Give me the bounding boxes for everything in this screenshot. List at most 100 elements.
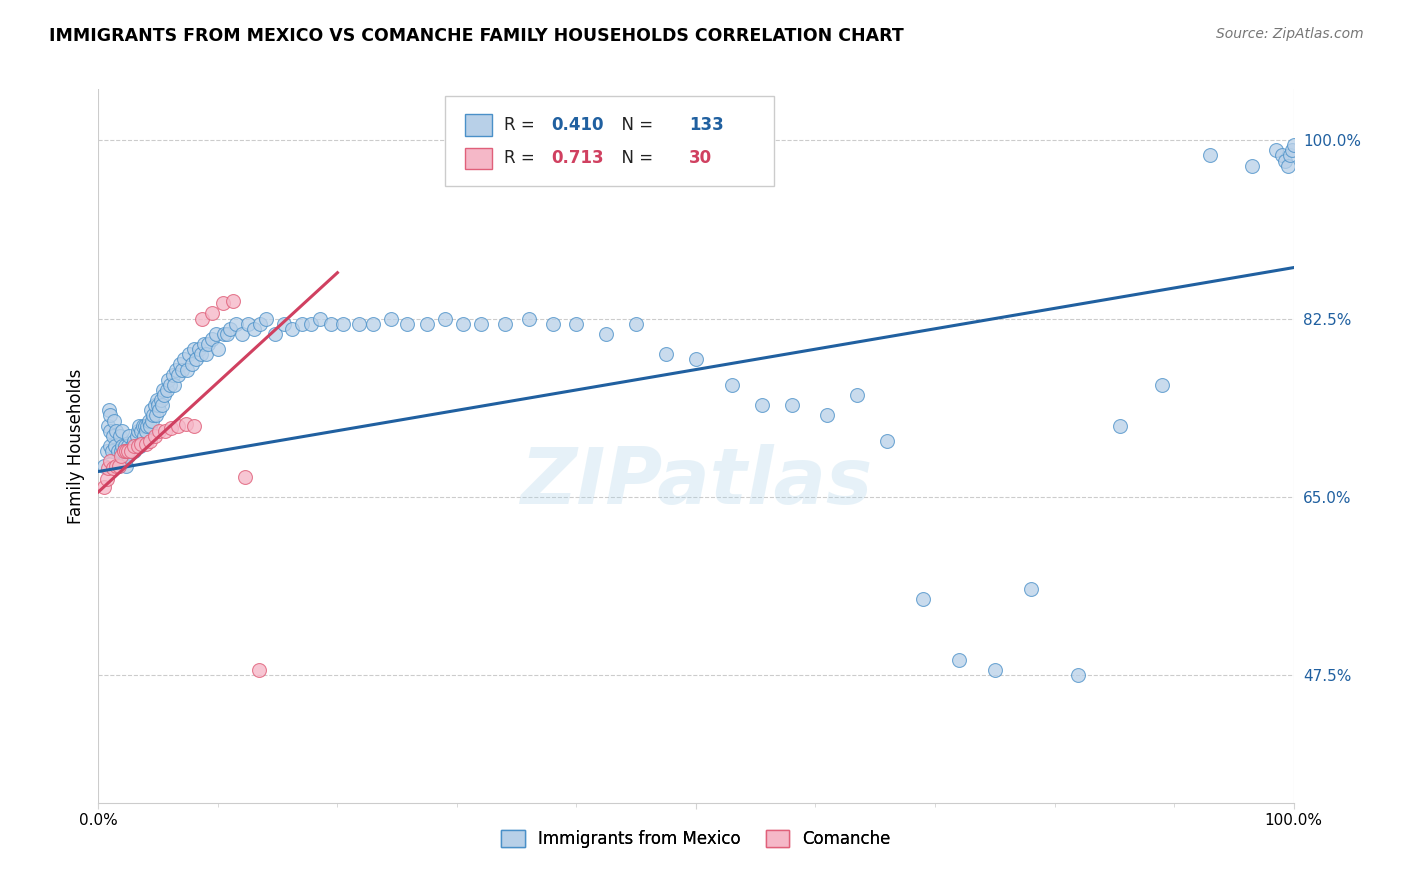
Point [1240,159,1263,173]
Point [114,454,136,468]
Point [190,347,212,361]
Point [136,418,159,433]
Point [180,358,202,372]
Point [911,591,934,606]
Point [117,439,139,453]
Point [685,352,707,367]
Point [132,429,155,443]
Point [434,311,457,326]
Point [120,444,142,458]
Point [173,352,195,367]
Point [395,317,418,331]
Point [155,383,177,397]
Point [124,444,146,458]
Point [169,358,191,372]
Point [138,413,160,427]
Point [110,444,132,458]
Point [160,420,183,434]
Point [139,434,162,448]
Point [115,444,138,458]
Point [97,461,120,475]
Point [254,311,277,326]
Point [1281,144,1303,158]
Point [201,306,224,320]
Point [108,429,131,443]
Point [211,296,233,310]
Point [308,311,330,326]
Text: 133: 133 [689,116,724,134]
Point [143,429,166,443]
Point [127,424,149,438]
Point [273,317,295,331]
Point [187,342,209,356]
Point [1274,153,1296,168]
Point [159,377,181,392]
Text: 0.410: 0.410 [551,116,603,134]
Point [139,418,162,433]
Point [231,326,253,341]
Point [655,347,678,361]
Point [110,449,132,463]
Point [93,480,115,494]
Point [111,439,134,453]
Point [1282,138,1305,153]
Point [163,377,186,392]
Point [451,317,474,331]
Point [183,342,205,356]
Point [1109,418,1132,433]
Point [98,454,122,468]
Point [105,424,128,438]
Point [131,437,153,451]
Point [225,317,247,331]
Point [179,347,201,361]
Point [249,317,271,331]
Point [1278,148,1301,162]
Point [148,424,170,438]
Point [98,409,122,423]
Point [1067,668,1090,682]
Text: N =: N = [612,116,658,134]
Point [186,352,208,367]
Point [235,469,257,483]
Point [197,337,219,351]
Point [117,449,139,463]
Point [332,317,354,331]
Point [876,434,898,448]
Point [191,311,214,326]
Point [121,439,143,453]
Point [212,326,235,341]
Point [416,317,439,331]
Point [815,409,838,423]
Point [122,444,145,458]
Point [517,311,540,326]
Point [143,398,166,412]
Point [125,429,148,443]
Text: IMMIGRANTS FROM MEXICO VS COMANCHE FAMILY HOUSEHOLDS CORRELATION CHART: IMMIGRANTS FROM MEXICO VS COMANCHE FAMIL… [49,27,904,45]
Legend: Immigrants from Mexico, Comanche: Immigrants from Mexico, Comanche [495,823,897,855]
Point [165,362,187,376]
Point [1152,377,1174,392]
Point [1199,148,1222,162]
Point [98,403,121,417]
Text: 30: 30 [689,150,711,168]
Point [128,418,150,433]
Point [494,317,516,331]
Point [183,418,205,433]
Point [1019,582,1042,596]
Point [219,322,242,336]
Point [321,317,343,331]
Text: 0.713: 0.713 [551,150,605,168]
Point [134,418,156,433]
Point [167,368,190,382]
Point [595,326,617,341]
Point [145,409,167,423]
Point [98,439,122,453]
Point [172,362,194,376]
Point [96,444,118,458]
Point [103,413,125,427]
Point [299,317,322,331]
Point [1264,144,1286,158]
Point [96,472,118,486]
Point [565,317,588,331]
Point [363,317,385,331]
